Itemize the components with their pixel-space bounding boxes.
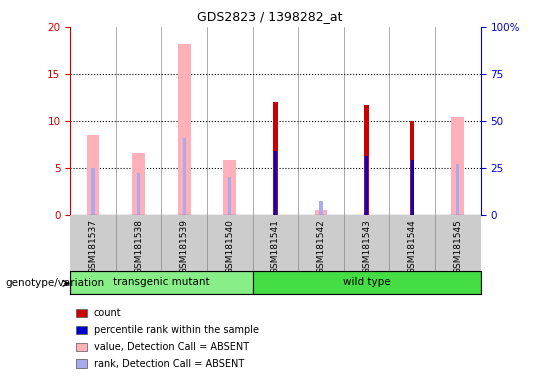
Bar <box>273 102 278 215</box>
Text: percentile rank within the sample: percentile rank within the sample <box>94 325 259 335</box>
Bar <box>86 135 99 215</box>
Bar <box>364 105 369 215</box>
Bar <box>132 153 145 215</box>
Text: transgenic mutant: transgenic mutant <box>113 277 210 287</box>
Text: GDS2823 / 1398282_at: GDS2823 / 1398282_at <box>197 10 343 23</box>
Bar <box>70 271 253 294</box>
Bar <box>319 201 322 215</box>
Text: GSM181540: GSM181540 <box>225 220 234 275</box>
Bar <box>137 173 140 215</box>
Bar <box>315 210 327 215</box>
Text: GSM181544: GSM181544 <box>408 220 417 274</box>
Bar <box>410 161 414 215</box>
Text: wild type: wild type <box>343 277 390 287</box>
Bar <box>456 164 460 215</box>
Text: GSM181545: GSM181545 <box>453 220 462 275</box>
Text: GSM181539: GSM181539 <box>180 220 188 275</box>
Bar <box>178 44 191 215</box>
Text: value, Detection Call = ABSENT: value, Detection Call = ABSENT <box>94 342 249 352</box>
Text: genotype/variation: genotype/variation <box>5 278 105 288</box>
Text: rank, Detection Call = ABSENT: rank, Detection Call = ABSENT <box>94 359 244 369</box>
Bar <box>410 121 415 215</box>
Text: GSM181542: GSM181542 <box>316 220 326 274</box>
Bar <box>365 156 368 215</box>
Text: GSM181537: GSM181537 <box>89 220 98 275</box>
Bar <box>274 151 277 215</box>
Text: GSM181538: GSM181538 <box>134 220 143 275</box>
Text: GSM181543: GSM181543 <box>362 220 371 275</box>
Bar <box>253 271 481 294</box>
Bar <box>91 168 94 215</box>
Text: GSM181541: GSM181541 <box>271 220 280 275</box>
Bar <box>228 177 232 215</box>
Bar <box>224 161 236 215</box>
Bar <box>183 138 186 215</box>
Text: count: count <box>94 308 122 318</box>
Bar <box>451 117 464 215</box>
